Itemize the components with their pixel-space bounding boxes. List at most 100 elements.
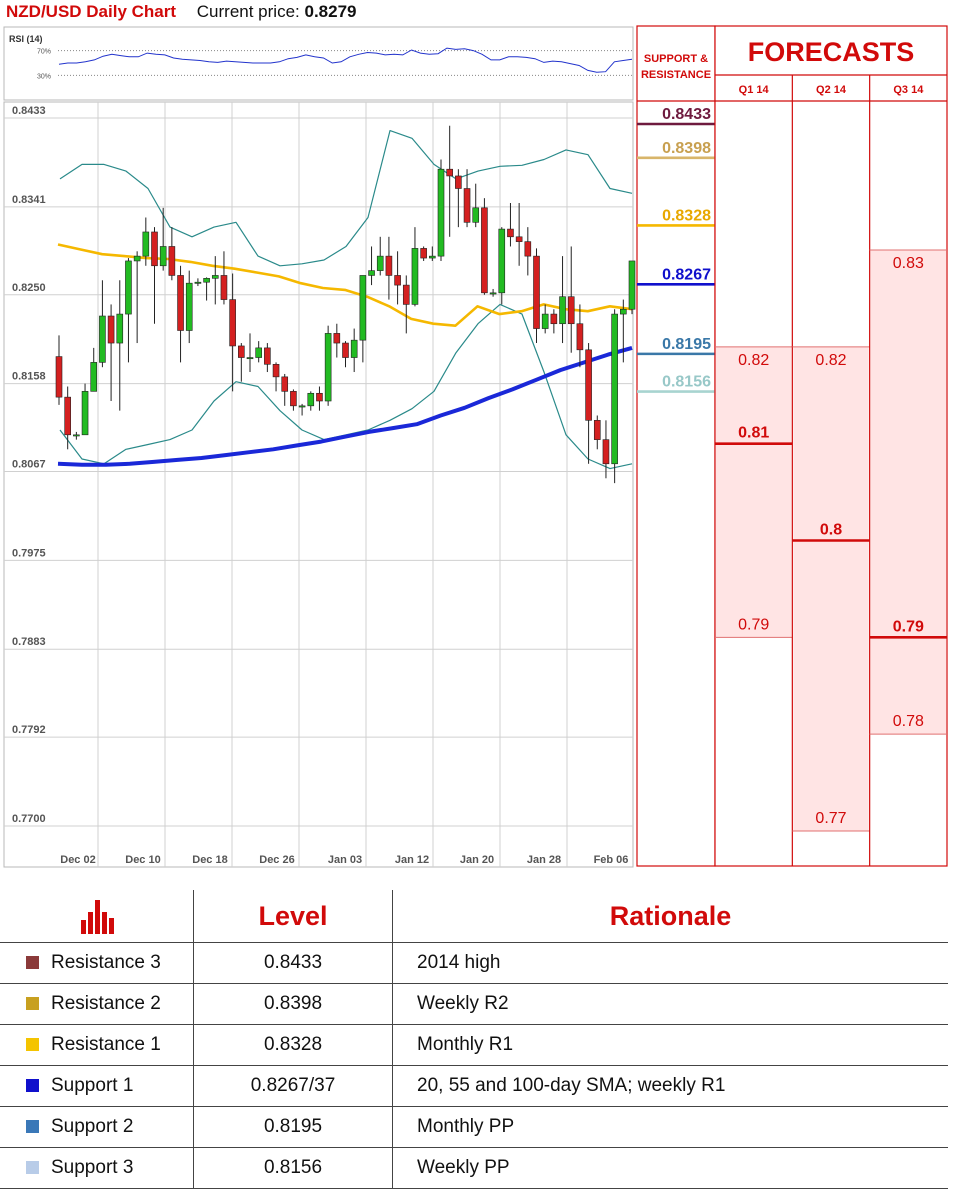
- candle-body: [168, 246, 176, 276]
- candle-body: [333, 333, 341, 344]
- level-name-cell: Support 1: [0, 1065, 194, 1107]
- candle-body: [307, 392, 315, 407]
- candle-body: [533, 255, 540, 329]
- candle-body: [99, 315, 106, 363]
- current-price-label: Current price:: [196, 2, 300, 21]
- table-header-row: Level Rationale: [0, 890, 948, 943]
- level-value: 0.8433: [193, 942, 393, 984]
- candle-body: [420, 248, 427, 259]
- candle-body: [611, 313, 618, 465]
- level-name-cell: Resistance 2: [0, 983, 194, 1025]
- candle-body: [385, 255, 393, 276]
- forecast-median-label: 0.81: [738, 425, 769, 442]
- x-tick-label: Jan 28: [527, 854, 561, 866]
- level-name: Support 1: [51, 1075, 134, 1096]
- candle-body: [229, 299, 236, 347]
- level-color-swatch: [26, 956, 39, 969]
- candle-body: [203, 278, 210, 283]
- candle-body: [489, 292, 497, 295]
- candle-body: [64, 396, 71, 436]
- level-name: Resistance 2: [51, 993, 161, 1014]
- forecast-range-box: [870, 250, 946, 735]
- candle-body: [81, 391, 89, 436]
- y-tick-label: 0.7700: [12, 813, 46, 825]
- forecast-col-header: Q3 14: [893, 84, 924, 96]
- level-rationale: Weekly PP: [392, 1147, 948, 1189]
- level-color-swatch: [26, 997, 39, 1010]
- candle-body: [411, 248, 419, 305]
- sr-level-label: 0.8398: [662, 140, 711, 157]
- candle-body: [463, 188, 471, 223]
- sr-level-label: 0.8195: [662, 336, 711, 353]
- rsi-label: RSI (14): [9, 34, 43, 44]
- forecast-low-label: 0.79: [738, 616, 769, 633]
- sr-level-label: 0.8328: [662, 207, 711, 224]
- level-name-cell: Support 2: [0, 1106, 194, 1148]
- forecasts-title: FORECASTS: [748, 37, 915, 67]
- y-tick-label: 0.8250: [12, 282, 46, 294]
- candle-body: [394, 275, 401, 286]
- candle-body: [359, 275, 367, 341]
- x-tick-label: Feb 06: [594, 854, 629, 866]
- level-rationale: 2014 high: [392, 942, 948, 984]
- candle-body: [402, 284, 410, 305]
- x-tick-label: Dec 18: [192, 854, 227, 866]
- x-tick-label: Dec 02: [60, 854, 95, 866]
- chart-title: NZD/USD Daily Chart: [6, 2, 177, 21]
- rsi-line: [58, 47, 633, 73]
- candle-body: [159, 246, 167, 267]
- chart-header: NZD/USD Daily Chart Current price: 0.827…: [6, 0, 356, 24]
- x-tick-label: Dec 26: [259, 854, 294, 866]
- candle-body: [620, 308, 627, 315]
- level-rationale: Monthly PP: [392, 1106, 948, 1148]
- candle-body: [272, 364, 280, 378]
- forecast-col-header: Q2 14: [816, 84, 847, 96]
- x-tick-label: Jan 03: [328, 854, 362, 866]
- sr-level-label: 0.8267: [662, 266, 711, 283]
- candle-body: [55, 356, 63, 398]
- level-color-swatch: [26, 1079, 39, 1092]
- candle-body: [90, 362, 98, 392]
- forecast-range-box: [716, 346, 792, 638]
- table-header-level: Level: [193, 890, 393, 943]
- level-name-cell: Resistance 3: [0, 942, 194, 984]
- level-color-swatch: [26, 1161, 39, 1174]
- candle-body: [185, 282, 193, 331]
- sr-title-line1: SUPPORT &: [644, 53, 708, 65]
- nzdusd-chart: 0.8433 0.8341 0.8250 0.8158 0.8067 0.7975 0.78…: [3, 25, 948, 868]
- level-rationale: 20, 55 and 100-day SMA; weekly R1: [392, 1065, 948, 1107]
- candle-body: [541, 313, 549, 329]
- forecast-high-label: 0.82: [738, 352, 769, 369]
- level-name-cell: Resistance 1: [0, 1024, 194, 1066]
- x-tick-label: Dec 10: [125, 854, 160, 866]
- candle-body: [142, 231, 150, 257]
- table-row: Support 3 0.8156 Weekly PP: [0, 1147, 948, 1189]
- table-row: Resistance 3 0.8433 2014 high: [0, 942, 948, 984]
- y-tick-label: 0.8433: [12, 105, 46, 117]
- sr-level-label: 0.8433: [662, 106, 711, 123]
- candle-body: [567, 296, 575, 325]
- candle-body: [368, 270, 375, 276]
- candle-body: [298, 405, 306, 408]
- table-row: Resistance 1 0.8328 Monthly R1: [0, 1024, 948, 1066]
- y-tick-label: 0.7883: [12, 636, 46, 648]
- y-tick-label: 0.7792: [12, 724, 46, 736]
- table-row: Support 2 0.8195 Monthly PP: [0, 1106, 948, 1148]
- candle-body: [593, 420, 601, 440]
- candle-body: [342, 342, 349, 358]
- level-value: 0.8195: [193, 1106, 393, 1148]
- bar-chart-icon: [79, 898, 115, 934]
- level-color-swatch: [26, 1038, 39, 1051]
- y-tick-label: 0.8341: [12, 194, 46, 206]
- candle-body: [211, 275, 219, 279]
- candle-body: [602, 439, 610, 465]
- y-tick-label: 0.8158: [12, 371, 46, 383]
- forecast-high-label: 0.83: [893, 255, 924, 272]
- level-name: Support 3: [51, 1157, 134, 1178]
- candle-body: [116, 313, 124, 344]
- candle-body: [524, 241, 532, 257]
- candle-body: [429, 255, 436, 259]
- candle-body: [151, 231, 158, 267]
- candle-body: [290, 391, 297, 407]
- sr-level-label: 0.8156: [662, 374, 711, 391]
